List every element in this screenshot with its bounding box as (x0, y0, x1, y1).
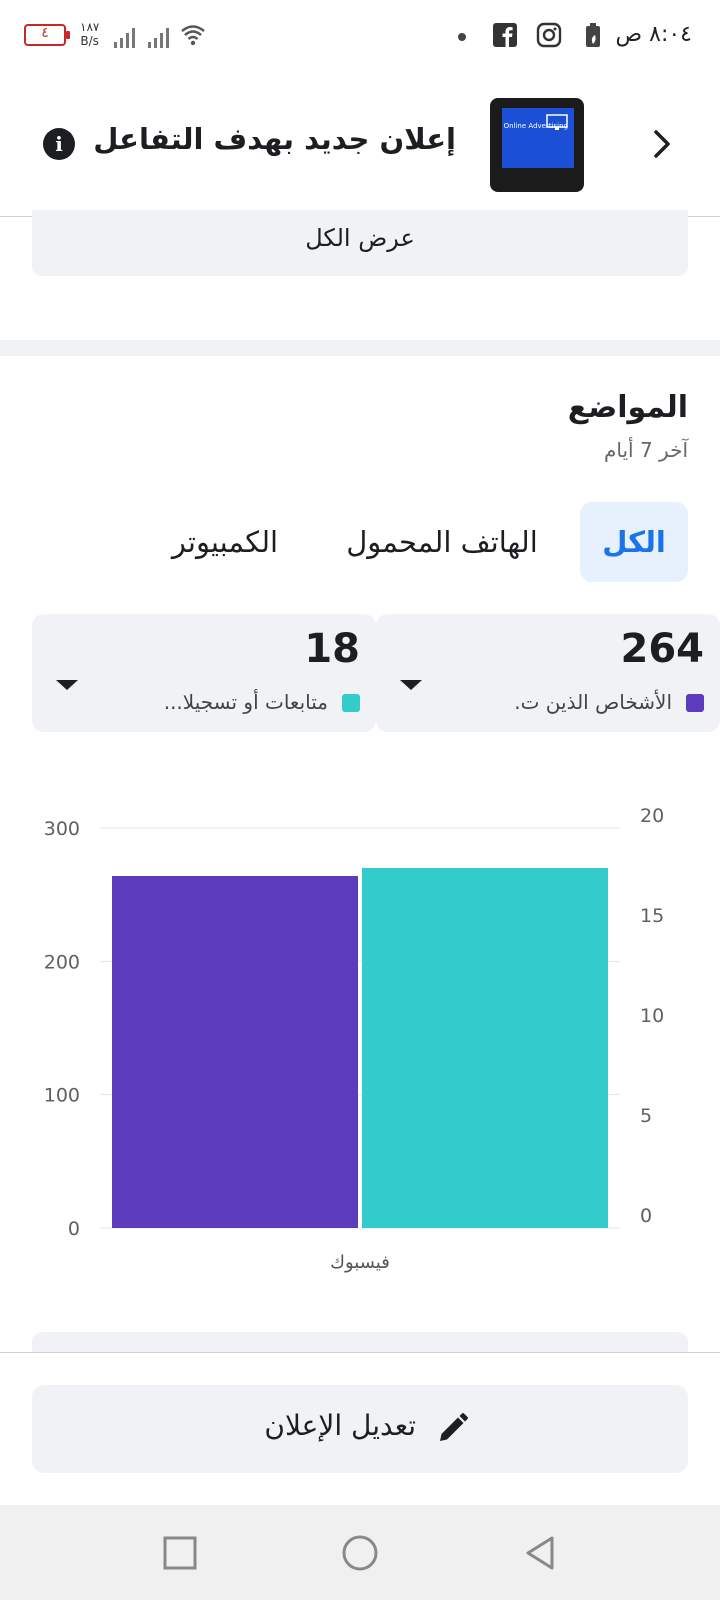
clock: ٨:٠٤ ص (615, 22, 692, 47)
card-peek (32, 1332, 688, 1354)
recent-apps-icon[interactable] (160, 1533, 200, 1573)
battery-icon: ٤ (24, 24, 70, 46)
section-divider (0, 340, 720, 356)
legend-swatch (686, 694, 704, 712)
metric-card-follows[interactable]: 18 متابعات أو تسجيلا... (32, 614, 376, 732)
tab-desktop[interactable]: الكمبيوتر (171, 525, 279, 559)
page-title: إعلان جديد بهدف التفاعل (93, 122, 456, 156)
view-all-label: عرض الكل (305, 224, 415, 252)
chart-bars (112, 868, 608, 1228)
y-tick-label-left: 200 (44, 951, 80, 973)
monitor-icon (546, 114, 568, 130)
y-tick-label-left: 0 (68, 1218, 80, 1240)
y-axis-right: 0 5 10 15 20 (640, 805, 664, 1227)
section-title: المواضع (567, 390, 688, 425)
edit-ad-label: تعديل الإعلان (264, 1409, 416, 1442)
metric-value: 264 (620, 626, 705, 672)
metric-label: متابعات أو تسجيلا... (163, 690, 328, 714)
legend-swatch (342, 694, 360, 712)
facebook-icon (493, 23, 517, 47)
y-tick-label-right: 20 (640, 805, 664, 827)
y-tick-label-left: 300 (44, 818, 80, 840)
placements-chart: 0 100 200 300 0 5 10 15 20 فيسبوك (44, 805, 664, 1273)
caret-down-icon[interactable] (56, 680, 78, 690)
caret-down-icon[interactable] (400, 680, 422, 690)
ad-thumbnail[interactable]: Online Advertising (490, 98, 584, 192)
chart-bar (112, 876, 358, 1228)
info-icon[interactable]: i (43, 128, 75, 160)
metric-card-people[interactable]: 264 الأشخاص الذين ت. (376, 614, 720, 732)
chart-bar (362, 868, 608, 1228)
notification-dot (458, 33, 466, 41)
pencil-icon (440, 1413, 468, 1441)
edit-ad-button[interactable]: تعديل الإعلان (32, 1385, 688, 1473)
y-tick-label-left: 100 (44, 1085, 80, 1107)
battery-level: ٤ (41, 25, 49, 41)
signal-icon (114, 24, 135, 48)
y-tick-label-right: 0 (640, 1205, 652, 1227)
wifi-icon (181, 25, 205, 46)
network-speed: ١٨٧ B/s (80, 20, 99, 48)
network-speed-unit: B/s (80, 34, 99, 48)
y-axis-left: 0 100 200 300 (44, 818, 80, 1240)
tab-mobile[interactable]: الهاتف المحمول (346, 525, 538, 559)
signal-icon (148, 24, 169, 48)
bottom-divider (0, 1352, 720, 1353)
status-bar: ٤ ١٨٧ B/s ٨:٠٤ ص (0, 0, 720, 72)
chevron-right-icon[interactable] (648, 124, 678, 164)
thumbnail-screen: Online Advertising (502, 108, 574, 168)
thumbnail-caption: Online Advertising (503, 122, 568, 130)
network-speed-value: ١٨٧ (80, 20, 100, 34)
x-tick-label: فيسبوك (330, 1252, 390, 1273)
view-all-button[interactable]: عرض الكل (32, 210, 688, 276)
date-range: آخر 7 أيام (603, 438, 688, 462)
tab-all[interactable]: الكل (580, 502, 688, 582)
metric-label: الأشخاص الذين ت. (514, 690, 672, 714)
instagram-icon (536, 22, 562, 48)
y-tick-label-right: 5 (640, 1105, 652, 1127)
metric-value: 18 (304, 626, 360, 672)
y-tick-label-right: 10 (640, 1005, 664, 1027)
y-tick-label-right: 15 (640, 905, 664, 927)
home-icon[interactable] (340, 1533, 380, 1573)
back-icon[interactable] (520, 1533, 560, 1573)
system-nav-bar (0, 1505, 720, 1600)
app-header: Online Advertising إعلان جديد بهدف التفا… (0, 72, 720, 217)
battery-saver-icon (586, 23, 600, 47)
